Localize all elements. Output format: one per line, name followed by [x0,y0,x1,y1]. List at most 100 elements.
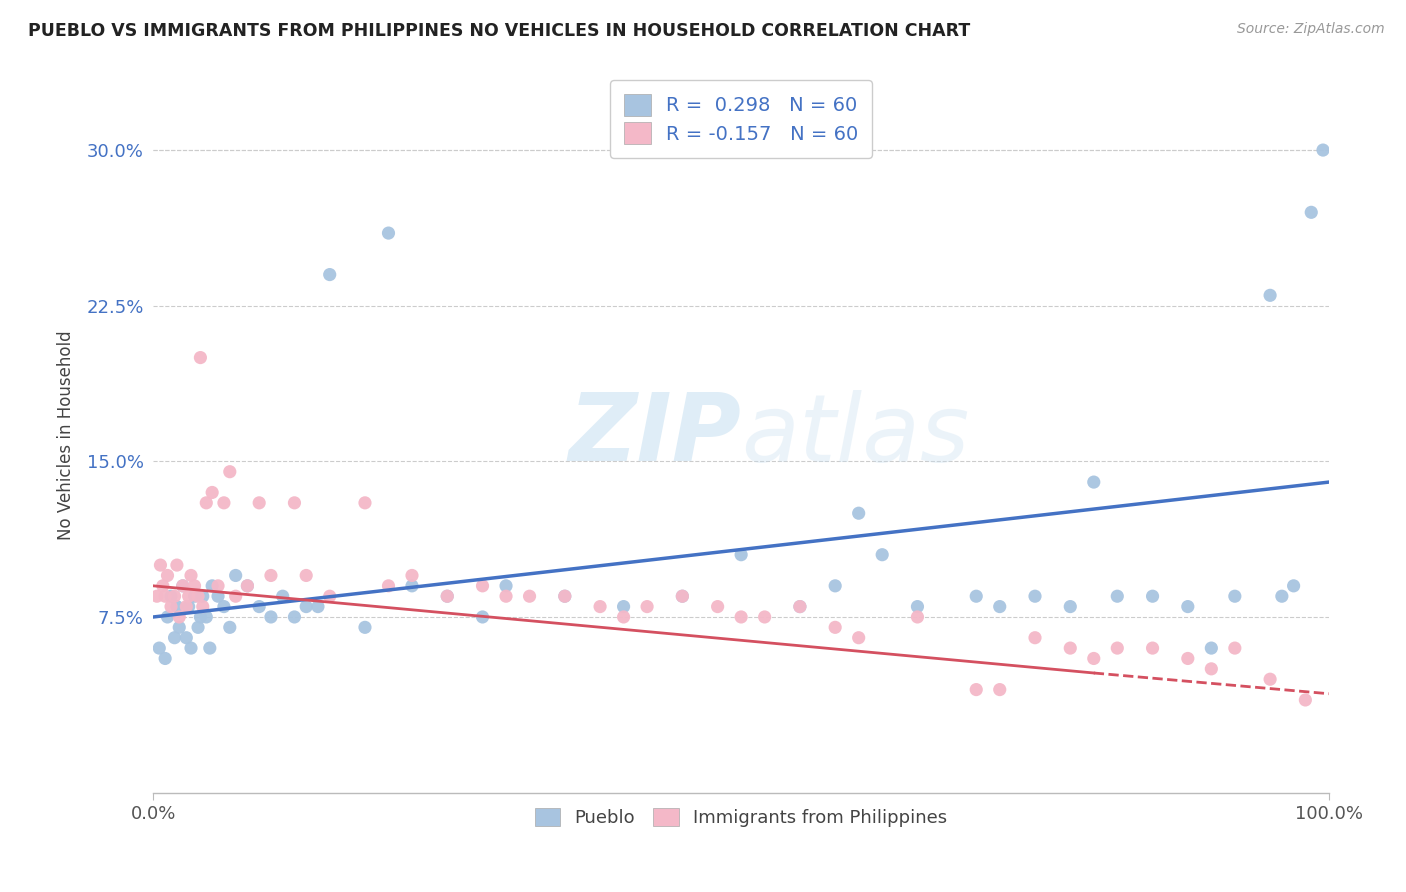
Point [247,496,270,510]
Point [1201,641,1223,656]
Point [187,620,209,634]
Point [754,610,776,624]
Point [236,579,259,593]
Point [1258,672,1281,686]
Point [191,589,214,603]
Point [730,610,752,624]
Point [247,599,270,614]
Point [1107,641,1129,656]
Point [156,610,179,624]
Point [176,631,198,645]
Point [1083,651,1105,665]
Text: ZIP: ZIP [568,390,741,482]
Point [225,568,247,582]
Point [1142,641,1164,656]
Point [870,548,893,562]
Point [907,610,929,624]
Point [167,610,190,624]
Point [176,599,198,614]
Point [1059,641,1081,656]
Point [1024,631,1046,645]
Point [295,599,318,614]
Point [191,599,214,614]
Point [180,641,202,656]
Point [436,589,458,603]
Point [153,589,176,603]
Point [153,651,176,665]
Point [166,599,188,614]
Point [180,568,202,582]
Point [198,641,221,656]
Point [1024,589,1046,603]
Point [1177,599,1199,614]
Point [789,599,811,614]
Point [295,568,318,582]
Point [177,589,200,603]
Point [283,610,305,624]
Point [824,579,846,593]
Point [163,589,186,603]
Point [163,631,186,645]
Point [212,599,235,614]
Point [149,558,172,573]
Point [201,485,224,500]
Point [354,496,377,510]
Point [671,589,693,603]
Point [436,589,458,603]
Point [554,589,576,603]
Point [225,589,247,603]
Point [183,589,205,603]
Point [965,589,987,603]
Point [495,579,517,593]
Point [1282,579,1305,593]
Point [613,610,636,624]
Point [260,568,283,582]
Point [172,579,194,593]
Point [354,620,377,634]
Point [848,631,870,645]
Point [671,589,693,603]
Point [789,599,811,614]
Point [495,589,517,603]
Point [236,579,259,593]
Point [988,682,1011,697]
Point [589,599,612,614]
Point [190,610,212,624]
Point [183,579,205,593]
Point [706,599,728,614]
Point [1177,651,1199,665]
Point [401,579,423,593]
Point [218,465,240,479]
Point [1258,288,1281,302]
Point [1223,641,1246,656]
Point [218,620,240,634]
Point [848,506,870,520]
Point [307,599,329,614]
Point [195,496,218,510]
Y-axis label: No Vehicles in Household: No Vehicles in Household [58,331,75,541]
Point [1312,143,1334,157]
Point [146,589,169,603]
Point [401,568,423,582]
Point [319,589,342,603]
Point [1107,589,1129,603]
Point [152,579,174,593]
Text: atlas: atlas [741,390,969,481]
Point [471,610,494,624]
Legend: Pueblo, Immigrants from Philippines: Pueblo, Immigrants from Philippines [527,801,955,834]
Point [207,589,229,603]
Text: PUEBLO VS IMMIGRANTS FROM PHILIPPINES NO VEHICLES IN HOUSEHOLD CORRELATION CHART: PUEBLO VS IMMIGRANTS FROM PHILIPPINES NO… [28,22,970,40]
Point [1271,589,1294,603]
Point [156,568,179,582]
Point [187,589,209,603]
Text: Source: ZipAtlas.com: Source: ZipAtlas.com [1237,22,1385,37]
Point [636,599,658,614]
Point [1201,662,1223,676]
Point [1301,205,1323,219]
Point [1059,599,1081,614]
Point [965,682,987,697]
Point [1083,475,1105,489]
Point [148,641,170,656]
Point [1142,589,1164,603]
Point [907,599,929,614]
